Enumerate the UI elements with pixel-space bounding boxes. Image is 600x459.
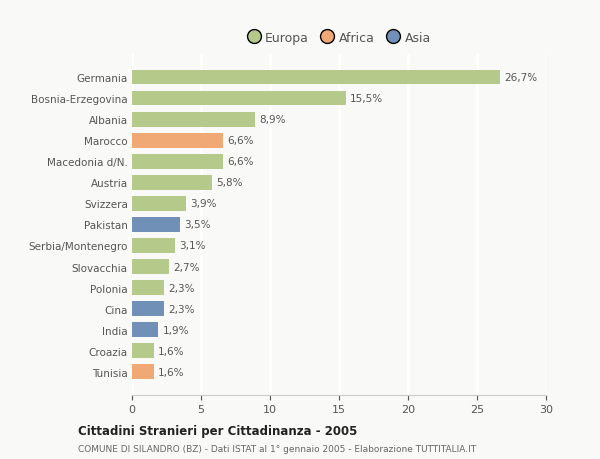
Text: 1,6%: 1,6%: [158, 367, 185, 377]
Text: 15,5%: 15,5%: [350, 94, 383, 104]
Bar: [132, 239, 175, 253]
Text: 5,8%: 5,8%: [216, 178, 242, 188]
Text: 2,3%: 2,3%: [168, 304, 194, 314]
Text: 26,7%: 26,7%: [505, 73, 538, 83]
Text: 2,3%: 2,3%: [168, 283, 194, 293]
Bar: [132, 196, 186, 211]
Text: 3,5%: 3,5%: [184, 220, 211, 230]
Bar: [132, 112, 255, 127]
Text: COMUNE DI SILANDRO (BZ) - Dati ISTAT al 1° gennaio 2005 - Elaborazione TUTTITALI: COMUNE DI SILANDRO (BZ) - Dati ISTAT al …: [78, 444, 476, 453]
Bar: [132, 302, 164, 316]
Legend: Europa, Africa, Asia: Europa, Africa, Asia: [242, 28, 436, 50]
Bar: [132, 155, 223, 169]
Bar: [132, 323, 158, 337]
Text: 8,9%: 8,9%: [259, 115, 286, 125]
Text: 1,9%: 1,9%: [163, 325, 189, 335]
Text: 3,1%: 3,1%: [179, 241, 205, 251]
Text: 6,6%: 6,6%: [227, 136, 254, 146]
Bar: [132, 280, 164, 295]
Bar: [132, 218, 181, 232]
Bar: [132, 134, 223, 148]
Text: 6,6%: 6,6%: [227, 157, 254, 167]
Text: 1,6%: 1,6%: [158, 346, 185, 356]
Text: 2,7%: 2,7%: [173, 262, 200, 272]
Bar: [132, 344, 154, 358]
Bar: [132, 364, 154, 379]
Bar: [132, 175, 212, 190]
Text: 3,9%: 3,9%: [190, 199, 217, 209]
Bar: [132, 91, 346, 106]
Bar: [132, 71, 500, 85]
Text: Cittadini Stranieri per Cittadinanza - 2005: Cittadini Stranieri per Cittadinanza - 2…: [78, 424, 358, 437]
Bar: [132, 260, 169, 274]
